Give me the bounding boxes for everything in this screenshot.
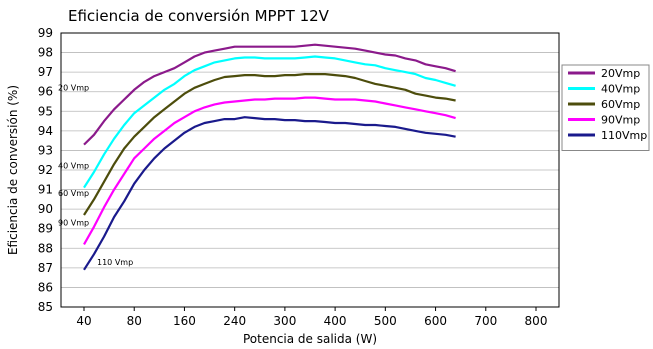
y-tick-label: 89 xyxy=(38,222,53,236)
series-annotation: 20 Vmp xyxy=(58,84,89,93)
x-tick-label: 40 xyxy=(76,314,91,328)
legend-label: 40Vmp xyxy=(601,83,640,96)
y-tick-label: 91 xyxy=(38,183,53,197)
x-tick-label: 700 xyxy=(474,314,497,328)
y-tick-label: 86 xyxy=(38,280,53,294)
plot-border xyxy=(60,32,560,308)
y-tick-label: 87 xyxy=(38,261,53,275)
y-tick-label: 96 xyxy=(38,85,53,99)
chart-title: Eficiencia de conversión MPPT 12V xyxy=(68,7,330,25)
series-line-40Vmp xyxy=(83,55,456,189)
y-tick-label: 98 xyxy=(38,46,53,60)
x-tick-label: 400 xyxy=(324,314,347,328)
x-tick-label: 240 xyxy=(223,314,246,328)
y-tick-label: 85 xyxy=(38,300,53,314)
y-tick-label: 95 xyxy=(38,104,53,118)
legend-label: 60Vmp xyxy=(601,98,640,111)
series-line-60Vmp xyxy=(83,73,456,216)
series-annotations: 20 Vmp 40 Vmp 60 Vmp 90 Vmp 110 Vmp xyxy=(58,84,133,267)
y-tick-label: 94 xyxy=(38,124,53,138)
y-tick-label: 88 xyxy=(38,241,53,255)
legend-label: 20Vmp xyxy=(601,67,640,80)
legend-label: 90Vmp xyxy=(601,114,640,127)
y-axis-ticks: 85 86 87 88 89 90 91 92 93 94 95 96 97 98 99 xyxy=(38,26,53,314)
x-axis-ticks: 40 80 160 240 300 400 500 600 700 800 xyxy=(76,307,547,328)
series-annotation: 110 Vmp xyxy=(97,258,133,267)
series-lines xyxy=(83,43,456,271)
x-tick-label: 600 xyxy=(424,314,447,328)
series-annotation: 60 Vmp xyxy=(58,189,89,198)
y-axis-label: Eficiencia de conversión (%) xyxy=(6,85,20,255)
x-tick-label: 160 xyxy=(173,314,196,328)
y-tick-label: 99 xyxy=(38,26,53,40)
series-line-20Vmp xyxy=(83,43,456,146)
legend: 20Vmp 40Vmp 60Vmp 90Vmp 110Vmp xyxy=(561,64,650,151)
series-line-110Vmp xyxy=(83,116,456,271)
x-axis-label: Potencia de salida (W) xyxy=(243,332,377,346)
y-tick-label: 93 xyxy=(38,143,53,157)
y-tick-label: 90 xyxy=(38,202,53,216)
x-tick-label: 80 xyxy=(127,314,142,328)
series-line-90Vmp xyxy=(83,96,456,245)
x-tick-label: 300 xyxy=(273,314,296,328)
legend-label: 110Vmp xyxy=(601,129,647,142)
series-annotation: 90 Vmp xyxy=(58,218,89,227)
y-tick-label: 97 xyxy=(38,65,53,79)
series-annotation: 40 Vmp xyxy=(58,162,89,171)
y-tick-label: 92 xyxy=(38,163,53,177)
x-tick-label: 800 xyxy=(525,314,548,328)
x-tick-label: 500 xyxy=(374,314,397,328)
